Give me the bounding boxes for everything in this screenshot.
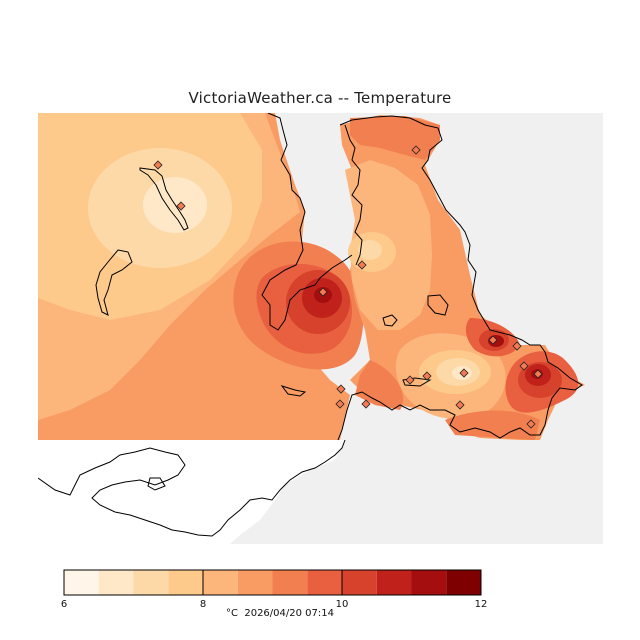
station-marker-7[interactable] <box>519 361 529 371</box>
station-marker-16[interactable] <box>526 419 536 429</box>
coastline-peninsula-inner <box>344 124 363 266</box>
legend-bin-9 <box>376 570 412 595</box>
coastline-islet-1 <box>280 385 307 397</box>
station-marker-12[interactable] <box>335 399 345 409</box>
contour-south-95 <box>355 360 404 410</box>
legend-tick-label-3: 12 <box>475 599 488 610</box>
legend-bin-10 <box>411 570 447 595</box>
map-title: VictoriaWeather.ca -- Temperature <box>188 89 452 107</box>
station-marker-3[interactable] <box>357 260 367 270</box>
coastline-islet-4 <box>402 377 432 387</box>
coastline-islet-3 <box>427 294 449 316</box>
coastline-south-shore <box>38 439 346 537</box>
station-marker-8[interactable] <box>533 369 543 379</box>
map-plot-area <box>38 113 603 544</box>
legend-bin-11 <box>446 570 481 595</box>
legend-bin-1 <box>98 570 134 595</box>
station-marker-13[interactable] <box>361 399 371 409</box>
units-label: °C <box>226 608 238 619</box>
legend-tick-label-0: 6 <box>61 599 67 610</box>
legend-bin-8 <box>342 570 377 595</box>
station-marker-4[interactable] <box>318 287 328 297</box>
station-marker-9[interactable] <box>459 368 469 378</box>
legend-bin-3 <box>168 570 203 595</box>
weather-stations <box>153 145 543 429</box>
legend-bin-6 <box>272 570 308 595</box>
contours-east <box>340 115 585 440</box>
coastline-south-inlet <box>147 477 166 491</box>
contour-south-edge <box>445 410 540 440</box>
station-marker-6[interactable] <box>512 341 522 351</box>
legend-ticks: 6 8 10 12 <box>61 570 488 610</box>
coastline-peninsula <box>337 115 583 441</box>
station-marker-1[interactable] <box>176 201 186 211</box>
contour-east-7 <box>358 240 382 260</box>
station-marker-5[interactable] <box>488 335 498 345</box>
legend-bin-4 <box>203 570 238 595</box>
timestamp-label: 2026/04/20 07:14 <box>244 608 334 619</box>
legend-caption: °C 2026/04/20 07:14 <box>0 608 560 619</box>
station-marker-0[interactable] <box>153 160 163 170</box>
station-marker-15[interactable] <box>455 400 465 410</box>
legend-bin-7 <box>307 570 342 595</box>
coastline-mainland <box>261 113 353 331</box>
legend-tick-label-2: 10 <box>336 599 349 610</box>
legend-bin-0 <box>64 570 99 595</box>
legend-bin-5 <box>237 570 273 595</box>
station-marker-11[interactable] <box>336 384 346 394</box>
legend-bins <box>64 570 481 595</box>
water-strait-south <box>38 440 345 544</box>
station-marker-10[interactable] <box>422 371 432 381</box>
station-marker-14[interactable] <box>405 375 415 385</box>
coastline-islet-2 <box>382 314 398 327</box>
coastline-island-west <box>139 167 189 231</box>
contours-inlet-hotspot <box>233 241 364 370</box>
legend-tick-label-1: 8 <box>200 599 206 610</box>
station-marker-2[interactable] <box>411 145 421 155</box>
coastlines <box>38 113 583 537</box>
coastline-island-small <box>95 249 133 316</box>
legend-bin-2 <box>133 570 169 595</box>
